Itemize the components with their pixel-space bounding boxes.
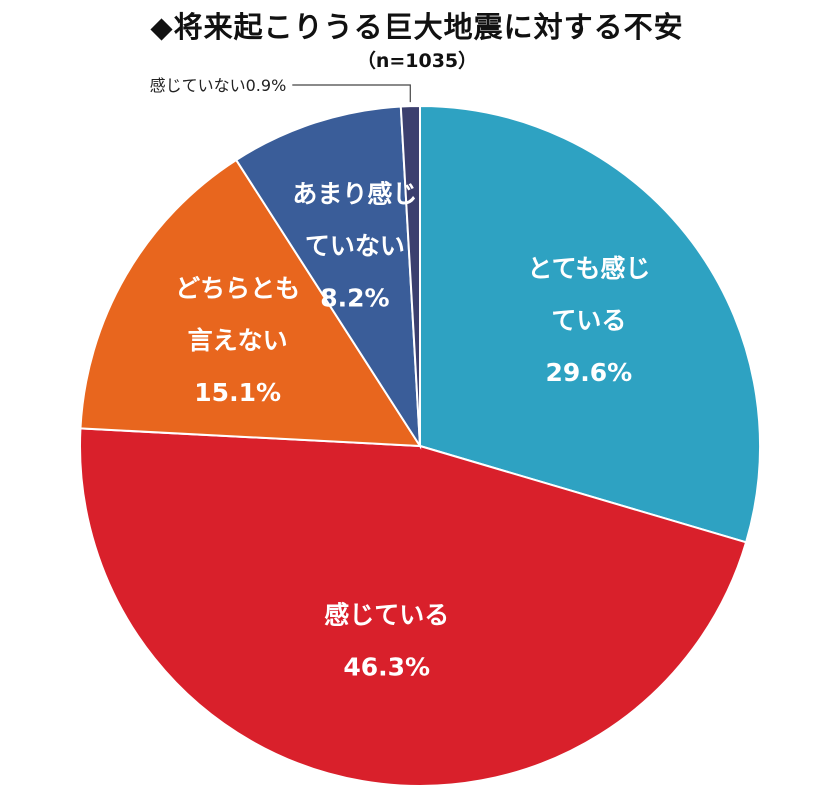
slice-label-0: とても感じている 29.6% [527, 254, 650, 387]
pie-slice-0 [419, 104, 761, 544]
slice-label-2: どちらとも言えない 15.1% [175, 274, 300, 407]
pie-callout: 感じていない0.9% [150, 76, 411, 103]
chart-subtitle: （n=1035） [356, 50, 478, 72]
pie-slice-1 [79, 427, 748, 787]
pie-labels: とても感じている 29.6% 感じている 46.3% どちらとも言えない 15.1% あまり… [175, 179, 650, 681]
slice-value-1: 46.3% [343, 652, 430, 681]
slice-value-2: 15.1% [194, 378, 281, 407]
slice-value-0: 29.6% [545, 358, 632, 387]
slice-label-3: あまり感じていない 8.2% [292, 179, 417, 312]
slice-name-2-0: どちらとも [175, 274, 300, 303]
pie-slice-2 [79, 158, 422, 448]
chart-title: ◆将来起こりうる巨大地震に対する不安 [150, 10, 684, 44]
callout-leader-line [292, 84, 411, 103]
slice-name-3-0: あまり感じ [292, 179, 417, 208]
slice-name-0-1: ている [551, 306, 626, 335]
slice-label-1: 感じている 46.3% [324, 600, 449, 681]
callout-label: 感じていない0.9% [150, 76, 287, 95]
pie-slice-4 [399, 104, 421, 447]
slice-name-0-0: とても感じ [527, 254, 650, 283]
slice-name-1-0: 感じている [324, 600, 449, 629]
pie-slices [79, 104, 761, 787]
slice-name-3-1: ていない [305, 231, 405, 260]
pie-slice-3 [234, 105, 422, 450]
slice-name-2-1: 言えない [188, 326, 288, 355]
slice-value-3: 8.2% [320, 283, 389, 312]
